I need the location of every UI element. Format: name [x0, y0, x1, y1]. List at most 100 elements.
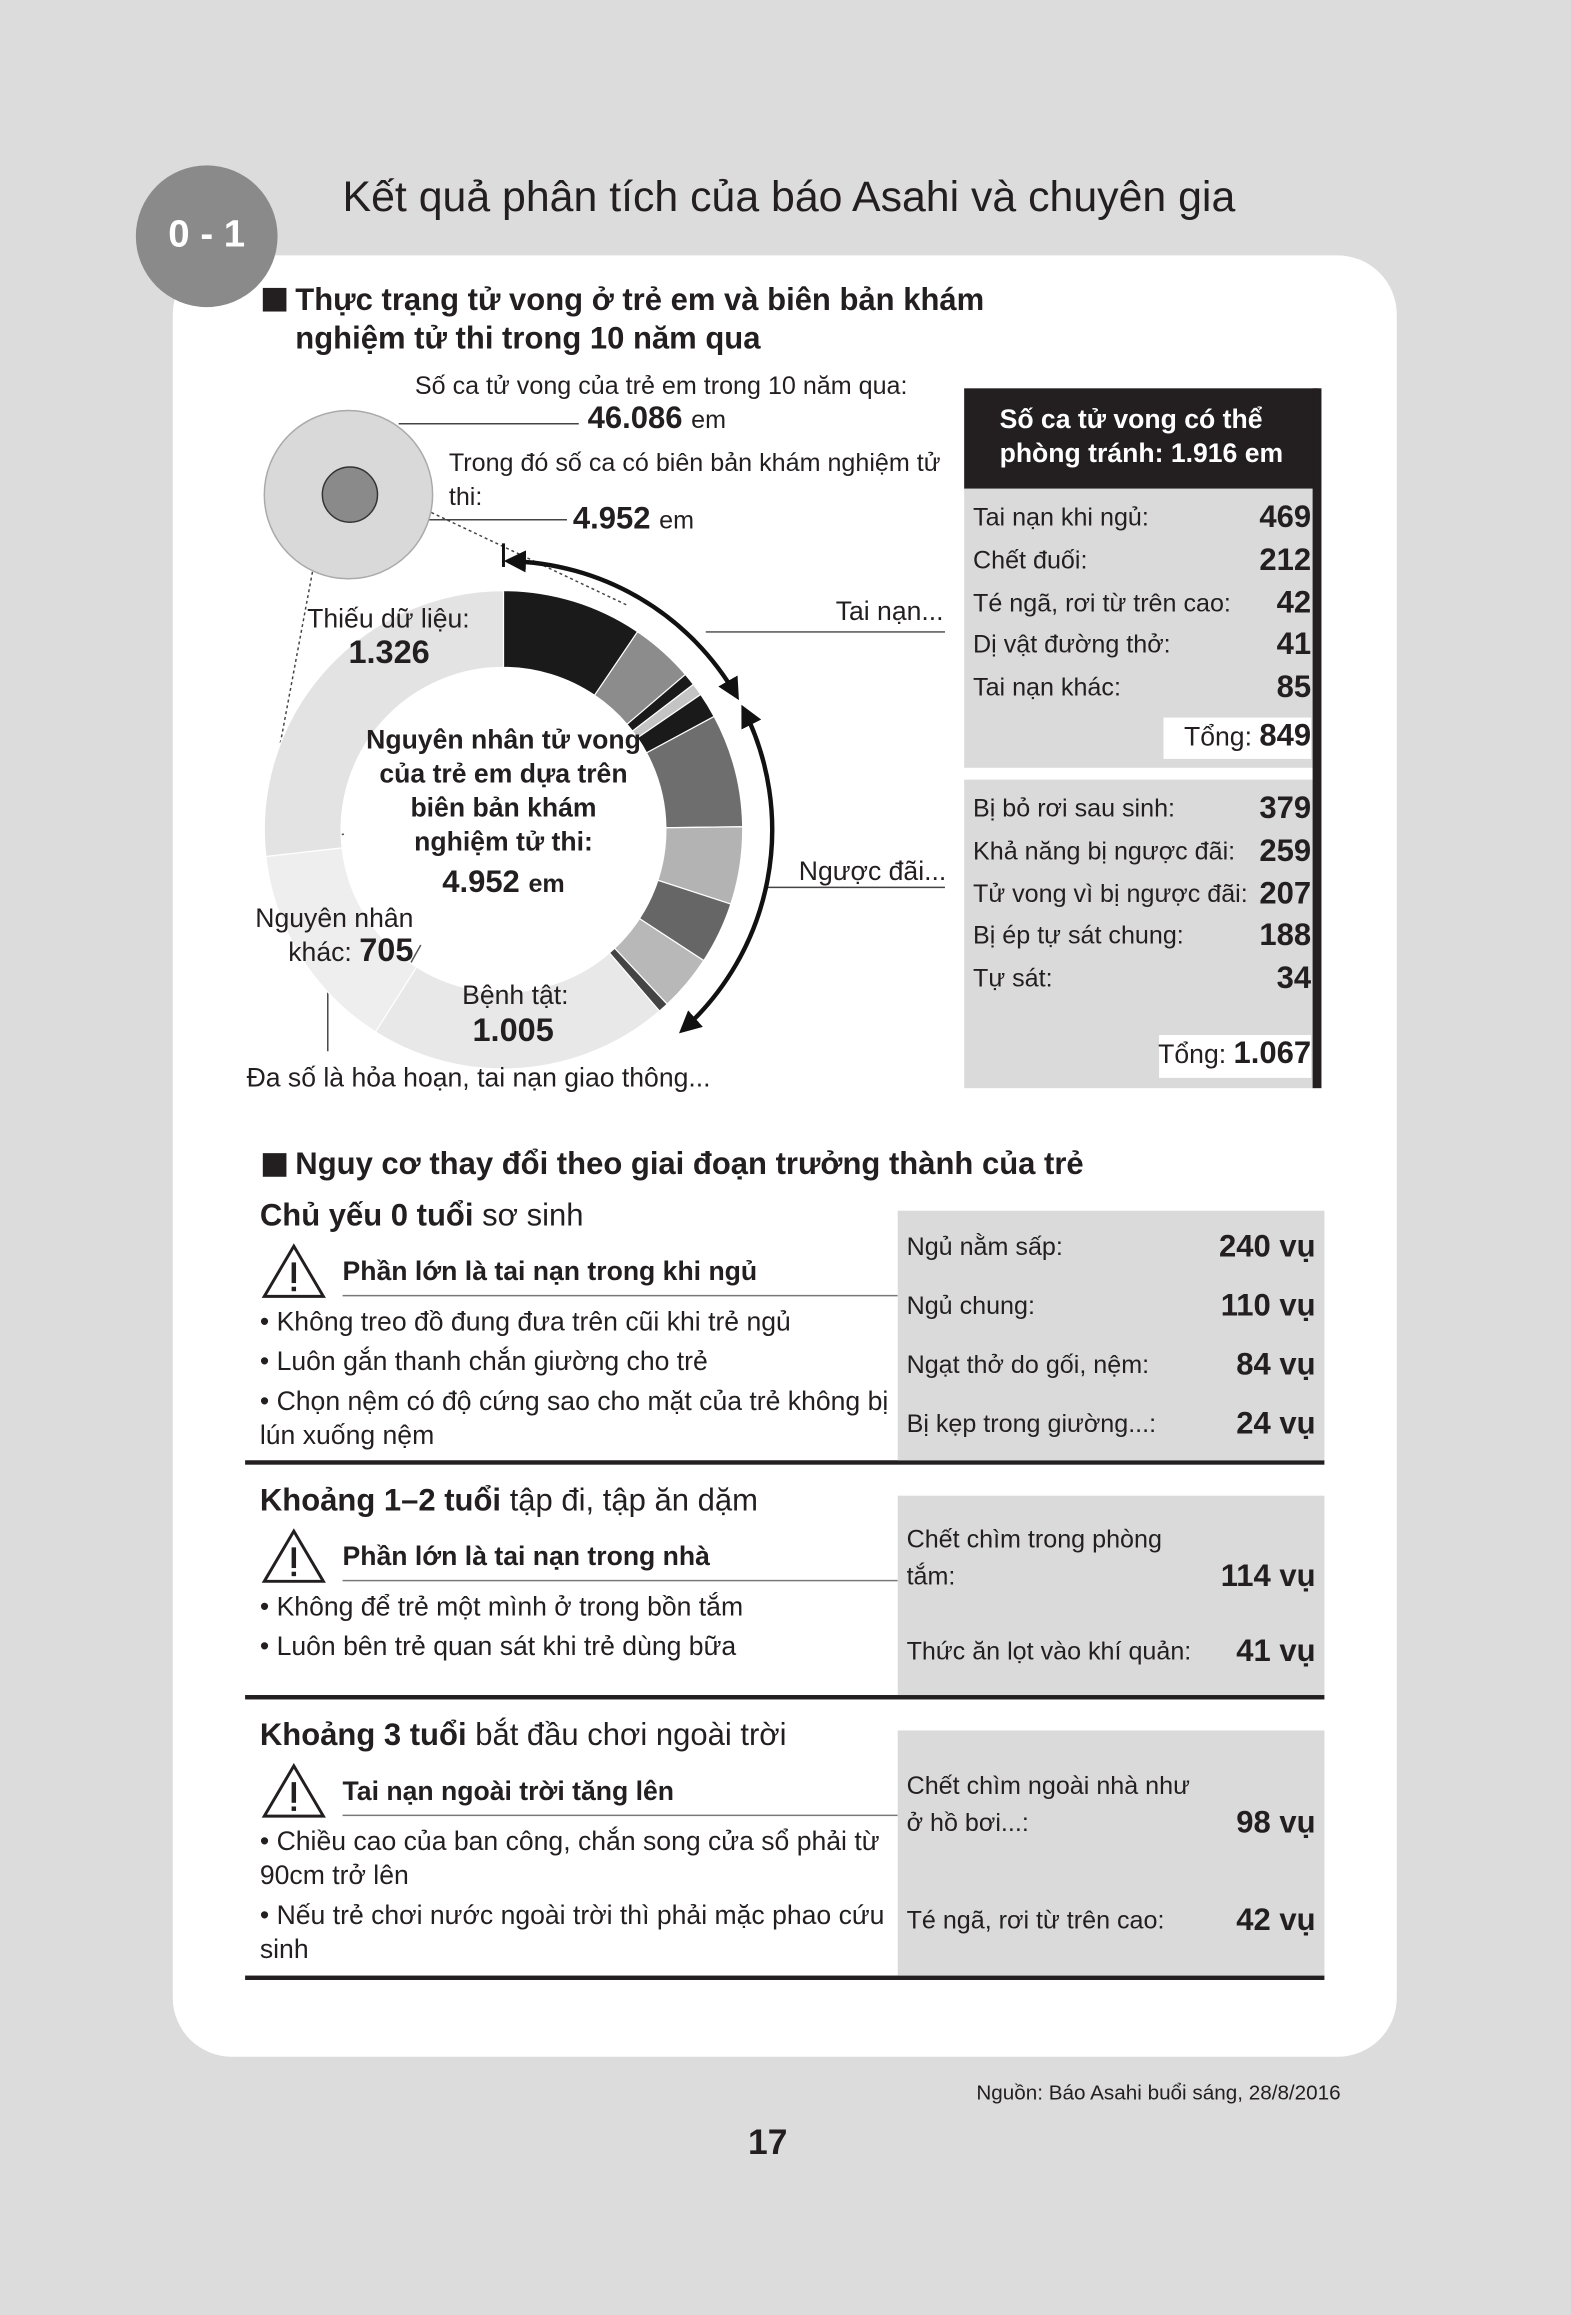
- stat-value: 114 vụ: [1220, 1559, 1316, 1594]
- tip: Chọn nệm có độ cứng sao cho mặt của trẻ …: [260, 1385, 895, 1453]
- stat-label: Thức ăn lọt vào khí quản:: [906, 1637, 1192, 1666]
- bullet: [262, 1153, 287, 1177]
- row-value: 85: [1276, 670, 1312, 705]
- stat-label: Bị kẹp trong giường...:: [906, 1410, 1157, 1439]
- tip: Luôn gắn thanh chắn giường cho trẻ: [260, 1345, 895, 1379]
- row-label: Bị bỏ rơi sau sinh:: [973, 794, 1176, 823]
- stat-row: Té ngã, rơi từ trên cao: 42 vụ: [907, 1902, 1316, 1939]
- row-value: 42: [1276, 585, 1312, 620]
- total-label: Tổng:: [1158, 1039, 1227, 1069]
- accident-pointer: Tai nạn...: [835, 596, 944, 627]
- source: Nguồn: Báo Asahi buổi sáng, 28/8/2016: [976, 2080, 1341, 2105]
- stage: sơ sinh: [482, 1198, 584, 1233]
- stat-label: Ngủ chung:: [906, 1291, 1035, 1320]
- stat-value: 42 vụ: [1236, 1903, 1316, 1938]
- autopsy-circle: [321, 466, 379, 523]
- abuse-pointer: Ngược đãi...: [798, 856, 947, 886]
- warning: Tai nạn ngoài trời tăng lên: [342, 1776, 898, 1817]
- stage: tập đi, tập ăn dặm: [509, 1483, 758, 1518]
- deaths-label: Số ca tử vong của trẻ em trong 10 năm qu…: [414, 372, 908, 401]
- stat-value: 240 vụ: [1219, 1229, 1316, 1264]
- group-title: Chủ yếu 0 tuổi sơ sinh: [260, 1199, 584, 1234]
- warning: Phần lớn là tai nạn trong khi ngủ: [342, 1257, 898, 1297]
- row-value: 212: [1259, 543, 1312, 578]
- total-value: 1.067: [1233, 1036, 1312, 1071]
- stage: bắt đầu chơi ngoài trời: [475, 1718, 787, 1753]
- age-group: Khoảng 1–2 tuổi tập đi, tập ăn dặm Phần l…: [245, 1483, 1325, 1700]
- stat-label: Chết chìm trong phòng tắm:: [906, 1525, 1162, 1591]
- row-value: 34: [1276, 961, 1312, 996]
- other-value: 705: [359, 931, 414, 969]
- row-value: 41: [1276, 628, 1312, 663]
- donut-total: 4.952 em: [356, 865, 651, 900]
- stat-row: Ngủ chung: 110 vụ: [907, 1287, 1316, 1324]
- stat-row: Chết chìm ngoài nhà như ở hồ bơi...: 98 v…: [907, 1767, 1316, 1841]
- row-label: Tai nạn khi ngủ:: [973, 503, 1149, 532]
- unit: em: [659, 506, 695, 535]
- stat-row: Ngủ nằm sấp: 240 vụ: [907, 1228, 1316, 1265]
- box-edge: [1312, 388, 1322, 1089]
- autopsy-label: Trong đó số ca có biên bản khám nghiệm t…: [448, 448, 941, 511]
- row-value: 188: [1259, 918, 1312, 953]
- age: Chủ yếu 0 tuổi: [259, 1198, 474, 1233]
- page-number: 17: [748, 2123, 788, 2164]
- total-bg: [1159, 1035, 1312, 1078]
- warning: Phần lớn là tai nạn trong nhà: [342, 1541, 898, 1582]
- stat-value: 84 vụ: [1236, 1348, 1316, 1383]
- range-arrow: [678, 704, 775, 1034]
- total-bg: [1163, 717, 1312, 759]
- stat-label: Té ngã, rơi từ trên cao:: [906, 1906, 1165, 1935]
- total-label: Tổng:: [1184, 722, 1252, 752]
- tips: Chiều cao của ban công, chắn song cửa sổ…: [260, 1825, 895, 1973]
- warning-icon: [261, 1528, 326, 1583]
- bullet: [262, 287, 287, 312]
- tip: Nếu trẻ chơi nước ngoài trời thì phải mặ…: [260, 1899, 895, 1967]
- row-label: Chết đuối:: [973, 546, 1088, 575]
- tip: Chiều cao của ban công, chắn song cửa sổ…: [260, 1825, 895, 1893]
- group-title: Khoảng 3 tuổi bắt đầu chơi ngoài trời: [260, 1719, 787, 1754]
- deaths-value: 46.086 em: [588, 402, 726, 437]
- row-value: 469: [1259, 500, 1312, 535]
- disease-value: 1.005: [472, 1011, 554, 1049]
- missing-name: Thiếu dữ liệu:: [307, 603, 470, 634]
- row-value: 207: [1259, 876, 1312, 911]
- disease-name: Bệnh tật:: [462, 980, 569, 1010]
- age: Khoảng 3 tuổi: [259, 1718, 467, 1753]
- value: 4.952: [442, 865, 520, 900]
- age: Khoảng 1–2 tuổi: [259, 1483, 502, 1518]
- stats-box: Ngủ nằm sấp: 240 vụ Ngủ chung: 110 vụ Ngạt t…: [897, 1210, 1325, 1461]
- tip: Không để trẻ một mình ở trong bồn tắm: [260, 1590, 895, 1624]
- row-label: Tử vong vì bị ngược đãi:: [973, 879, 1248, 908]
- donut-title: Nguyên nhân tử vong của trẻ em dựa trên …: [366, 724, 641, 857]
- row-label: Tự sát:: [973, 964, 1053, 993]
- other-label: Nguyên nhân khác: 705: [236, 902, 413, 968]
- row-label: Khả năng bị ngược đãi:: [973, 836, 1236, 865]
- stat-row: Chết chìm trong phòng tắm: 114 vụ: [907, 1521, 1316, 1595]
- preventable-title: Số ca tử vong có thể phòng tránh: 1.916 …: [999, 404, 1284, 469]
- badge: [135, 165, 278, 308]
- row-label: Té ngã, rơi từ trên cao:: [973, 588, 1231, 617]
- badge-text: 0 - 1: [168, 211, 246, 256]
- age-group: Chủ yếu 0 tuổi sơ sinh Phần lớn là tai nạ…: [245, 1199, 1325, 1465]
- row-label: Tai nạn khác:: [973, 673, 1121, 702]
- stat-label: Chết chìm ngoài nhà như ở hồ bơi...:: [906, 1771, 1190, 1837]
- age-group: Khoảng 3 tuổi bắt đầu chơi ngoài trời Tai…: [245, 1719, 1325, 1980]
- unit: em: [528, 869, 565, 898]
- stat-value: 24 vụ: [1236, 1407, 1316, 1442]
- section-heading: Nguy cơ thay đổi theo giai đoạn trưởng t…: [295, 1147, 1084, 1182]
- unit: em: [691, 406, 726, 435]
- row-value: 379: [1259, 791, 1312, 826]
- autopsy-value: 4.952 em: [573, 502, 694, 537]
- missing-value: 1.326: [348, 633, 430, 671]
- row-label: Dị vật đường thở:: [973, 631, 1171, 660]
- warning-icon: [261, 1243, 326, 1298]
- stat-value: 41 vụ: [1236, 1634, 1316, 1669]
- tips: Không treo đồ đung đưa trên cũi khi trẻ …: [260, 1305, 895, 1459]
- tip: Luôn bên trẻ quan sát khi trẻ dùng bữa: [260, 1630, 895, 1664]
- stat-row: Thức ăn lọt vào khí quản: 41 vụ: [907, 1633, 1316, 1670]
- stat-label: Ngủ nằm sấp:: [906, 1232, 1063, 1261]
- range-arrow: [503, 550, 739, 701]
- row-label: Bị ép tự sát chung:: [973, 921, 1184, 950]
